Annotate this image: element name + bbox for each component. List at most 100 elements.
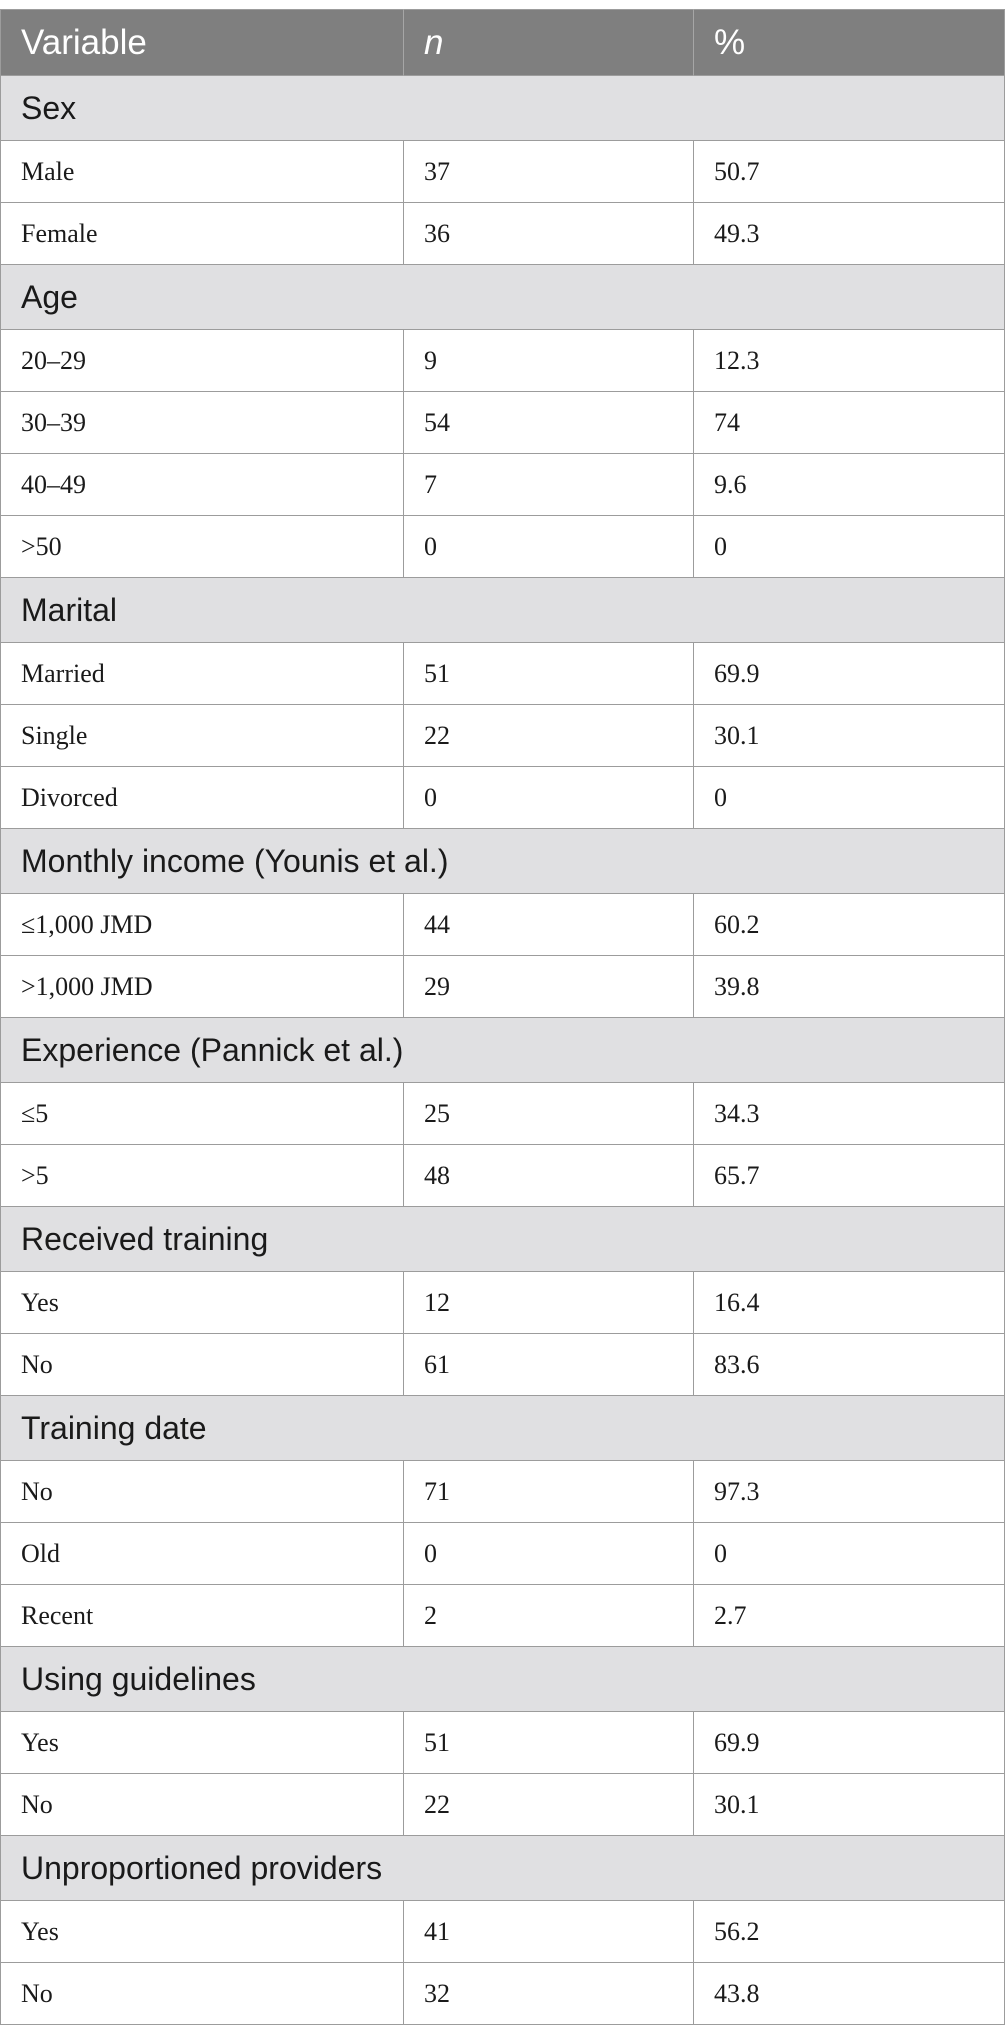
percent-cell: 50.7 xyxy=(693,140,1005,203)
group-row: Received training xyxy=(0,1206,1005,1272)
variable-cell: No xyxy=(0,1333,404,1396)
table-row: Recent 2 2.7 xyxy=(0,1584,1005,1647)
variable-cell: Yes xyxy=(0,1271,404,1334)
n-cell: 51 xyxy=(403,1711,694,1774)
n-cell: 32 xyxy=(403,1962,694,2025)
group-label: Sex xyxy=(0,75,1005,141)
percent-cell: 60.2 xyxy=(693,893,1005,956)
table-header: Variable n % xyxy=(0,9,1005,76)
group-row: Age xyxy=(0,264,1005,330)
percent-cell: 34.3 xyxy=(693,1082,1005,1145)
percent-cell: 16.4 xyxy=(693,1271,1005,1334)
percent-cell: 2.7 xyxy=(693,1584,1005,1647)
table-row: No 32 43.8 xyxy=(0,1962,1005,2025)
group-label: Unproportioned providers xyxy=(0,1835,1005,1901)
variable-cell: Married xyxy=(0,642,404,705)
variable-cell: Male xyxy=(0,140,404,203)
group-label: Age xyxy=(0,264,1005,330)
table-row: ≤1,000 JMD 44 60.2 xyxy=(0,893,1005,956)
variable-cell: Yes xyxy=(0,1900,404,1963)
table-row: No 61 83.6 xyxy=(0,1333,1005,1396)
percent-cell: 49.3 xyxy=(693,202,1005,265)
variable-cell: Old xyxy=(0,1522,404,1585)
n-cell: 25 xyxy=(403,1082,694,1145)
table-row: Married 51 69.9 xyxy=(0,642,1005,705)
table-row: 40–49 7 9.6 xyxy=(0,453,1005,516)
n-cell: 61 xyxy=(403,1333,694,1396)
n-cell: 29 xyxy=(403,955,694,1018)
n-cell: 0 xyxy=(403,1522,694,1585)
group-row: Training date xyxy=(0,1395,1005,1461)
table-row: No 71 97.3 xyxy=(0,1460,1005,1523)
group-label: Marital xyxy=(0,577,1005,643)
n-cell: 12 xyxy=(403,1271,694,1334)
n-cell: 0 xyxy=(403,766,694,829)
header-percent: % xyxy=(693,9,1005,76)
table-body: Sex Male 37 50.7 Female 36 49.3 Age 20–29 9 12.3 30… xyxy=(0,75,1005,2025)
group-row: Monthly income (Younis et al.) xyxy=(0,828,1005,894)
table-row: >5 48 65.7 xyxy=(0,1144,1005,1207)
variable-cell: Single xyxy=(0,704,404,767)
group-label: Experience (Pannick et al.) xyxy=(0,1017,1005,1083)
variable-cell: No xyxy=(0,1460,404,1523)
percent-cell: 83.6 xyxy=(693,1333,1005,1396)
n-cell: 51 xyxy=(403,642,694,705)
percent-cell: 30.1 xyxy=(693,1773,1005,1836)
variable-cell: No xyxy=(0,1773,404,1836)
variable-cell: No xyxy=(0,1962,404,2025)
table-row: Yes 41 56.2 xyxy=(0,1900,1005,1963)
n-cell: 22 xyxy=(403,1773,694,1836)
table-row: >1,000 JMD 29 39.8 xyxy=(0,955,1005,1018)
demographics-table: Variable n % Sex Male 37 50.7 Female 36 49.3 Ag… xyxy=(0,9,1005,2025)
percent-cell: 12.3 xyxy=(693,329,1005,392)
variable-cell: ≤5 xyxy=(0,1082,404,1145)
n-cell: 22 xyxy=(403,704,694,767)
group-row: Marital xyxy=(0,577,1005,643)
variable-cell: Recent xyxy=(0,1584,404,1647)
percent-cell: 65.7 xyxy=(693,1144,1005,1207)
n-cell: 41 xyxy=(403,1900,694,1963)
table-row: >50 0 0 xyxy=(0,515,1005,578)
percent-cell: 39.8 xyxy=(693,955,1005,1018)
n-cell: 71 xyxy=(403,1460,694,1523)
variable-cell: Yes xyxy=(0,1711,404,1774)
percent-cell: 97.3 xyxy=(693,1460,1005,1523)
table-row: 20–29 9 12.3 xyxy=(0,329,1005,392)
n-cell: 7 xyxy=(403,453,694,516)
table-row: 30–39 54 74 xyxy=(0,391,1005,454)
n-cell: 9 xyxy=(403,329,694,392)
group-row: Unproportioned providers xyxy=(0,1835,1005,1901)
table-row: Single 22 30.1 xyxy=(0,704,1005,767)
variable-cell: >1,000 JMD xyxy=(0,955,404,1018)
group-row: Experience (Pannick et al.) xyxy=(0,1017,1005,1083)
table-row: Female 36 49.3 xyxy=(0,202,1005,265)
variable-cell: >50 xyxy=(0,515,404,578)
percent-cell: 0 xyxy=(693,515,1005,578)
header-variable: Variable xyxy=(0,9,404,76)
table-row: Divorced 0 0 xyxy=(0,766,1005,829)
n-cell: 54 xyxy=(403,391,694,454)
group-label: Monthly income (Younis et al.) xyxy=(0,828,1005,894)
n-cell: 37 xyxy=(403,140,694,203)
percent-cell: 56.2 xyxy=(693,1900,1005,1963)
variable-cell: Divorced xyxy=(0,766,404,829)
group-row: Sex xyxy=(0,75,1005,141)
header-n: n xyxy=(403,9,694,76)
percent-cell: 30.1 xyxy=(693,704,1005,767)
n-cell: 2 xyxy=(403,1584,694,1647)
percent-cell: 9.6 xyxy=(693,453,1005,516)
group-label: Using guidelines xyxy=(0,1646,1005,1712)
variable-cell: Female xyxy=(0,202,404,265)
table-row: Yes 51 69.9 xyxy=(0,1711,1005,1774)
variable-cell: 40–49 xyxy=(0,453,404,516)
header-row: Variable n % xyxy=(0,9,1005,76)
n-cell: 48 xyxy=(403,1144,694,1207)
percent-cell: 43.8 xyxy=(693,1962,1005,2025)
group-label: Received training xyxy=(0,1206,1005,1272)
table-row: No 22 30.1 xyxy=(0,1773,1005,1836)
n-cell: 0 xyxy=(403,515,694,578)
percent-cell: 69.9 xyxy=(693,1711,1005,1774)
n-cell: 44 xyxy=(403,893,694,956)
percent-cell: 69.9 xyxy=(693,642,1005,705)
